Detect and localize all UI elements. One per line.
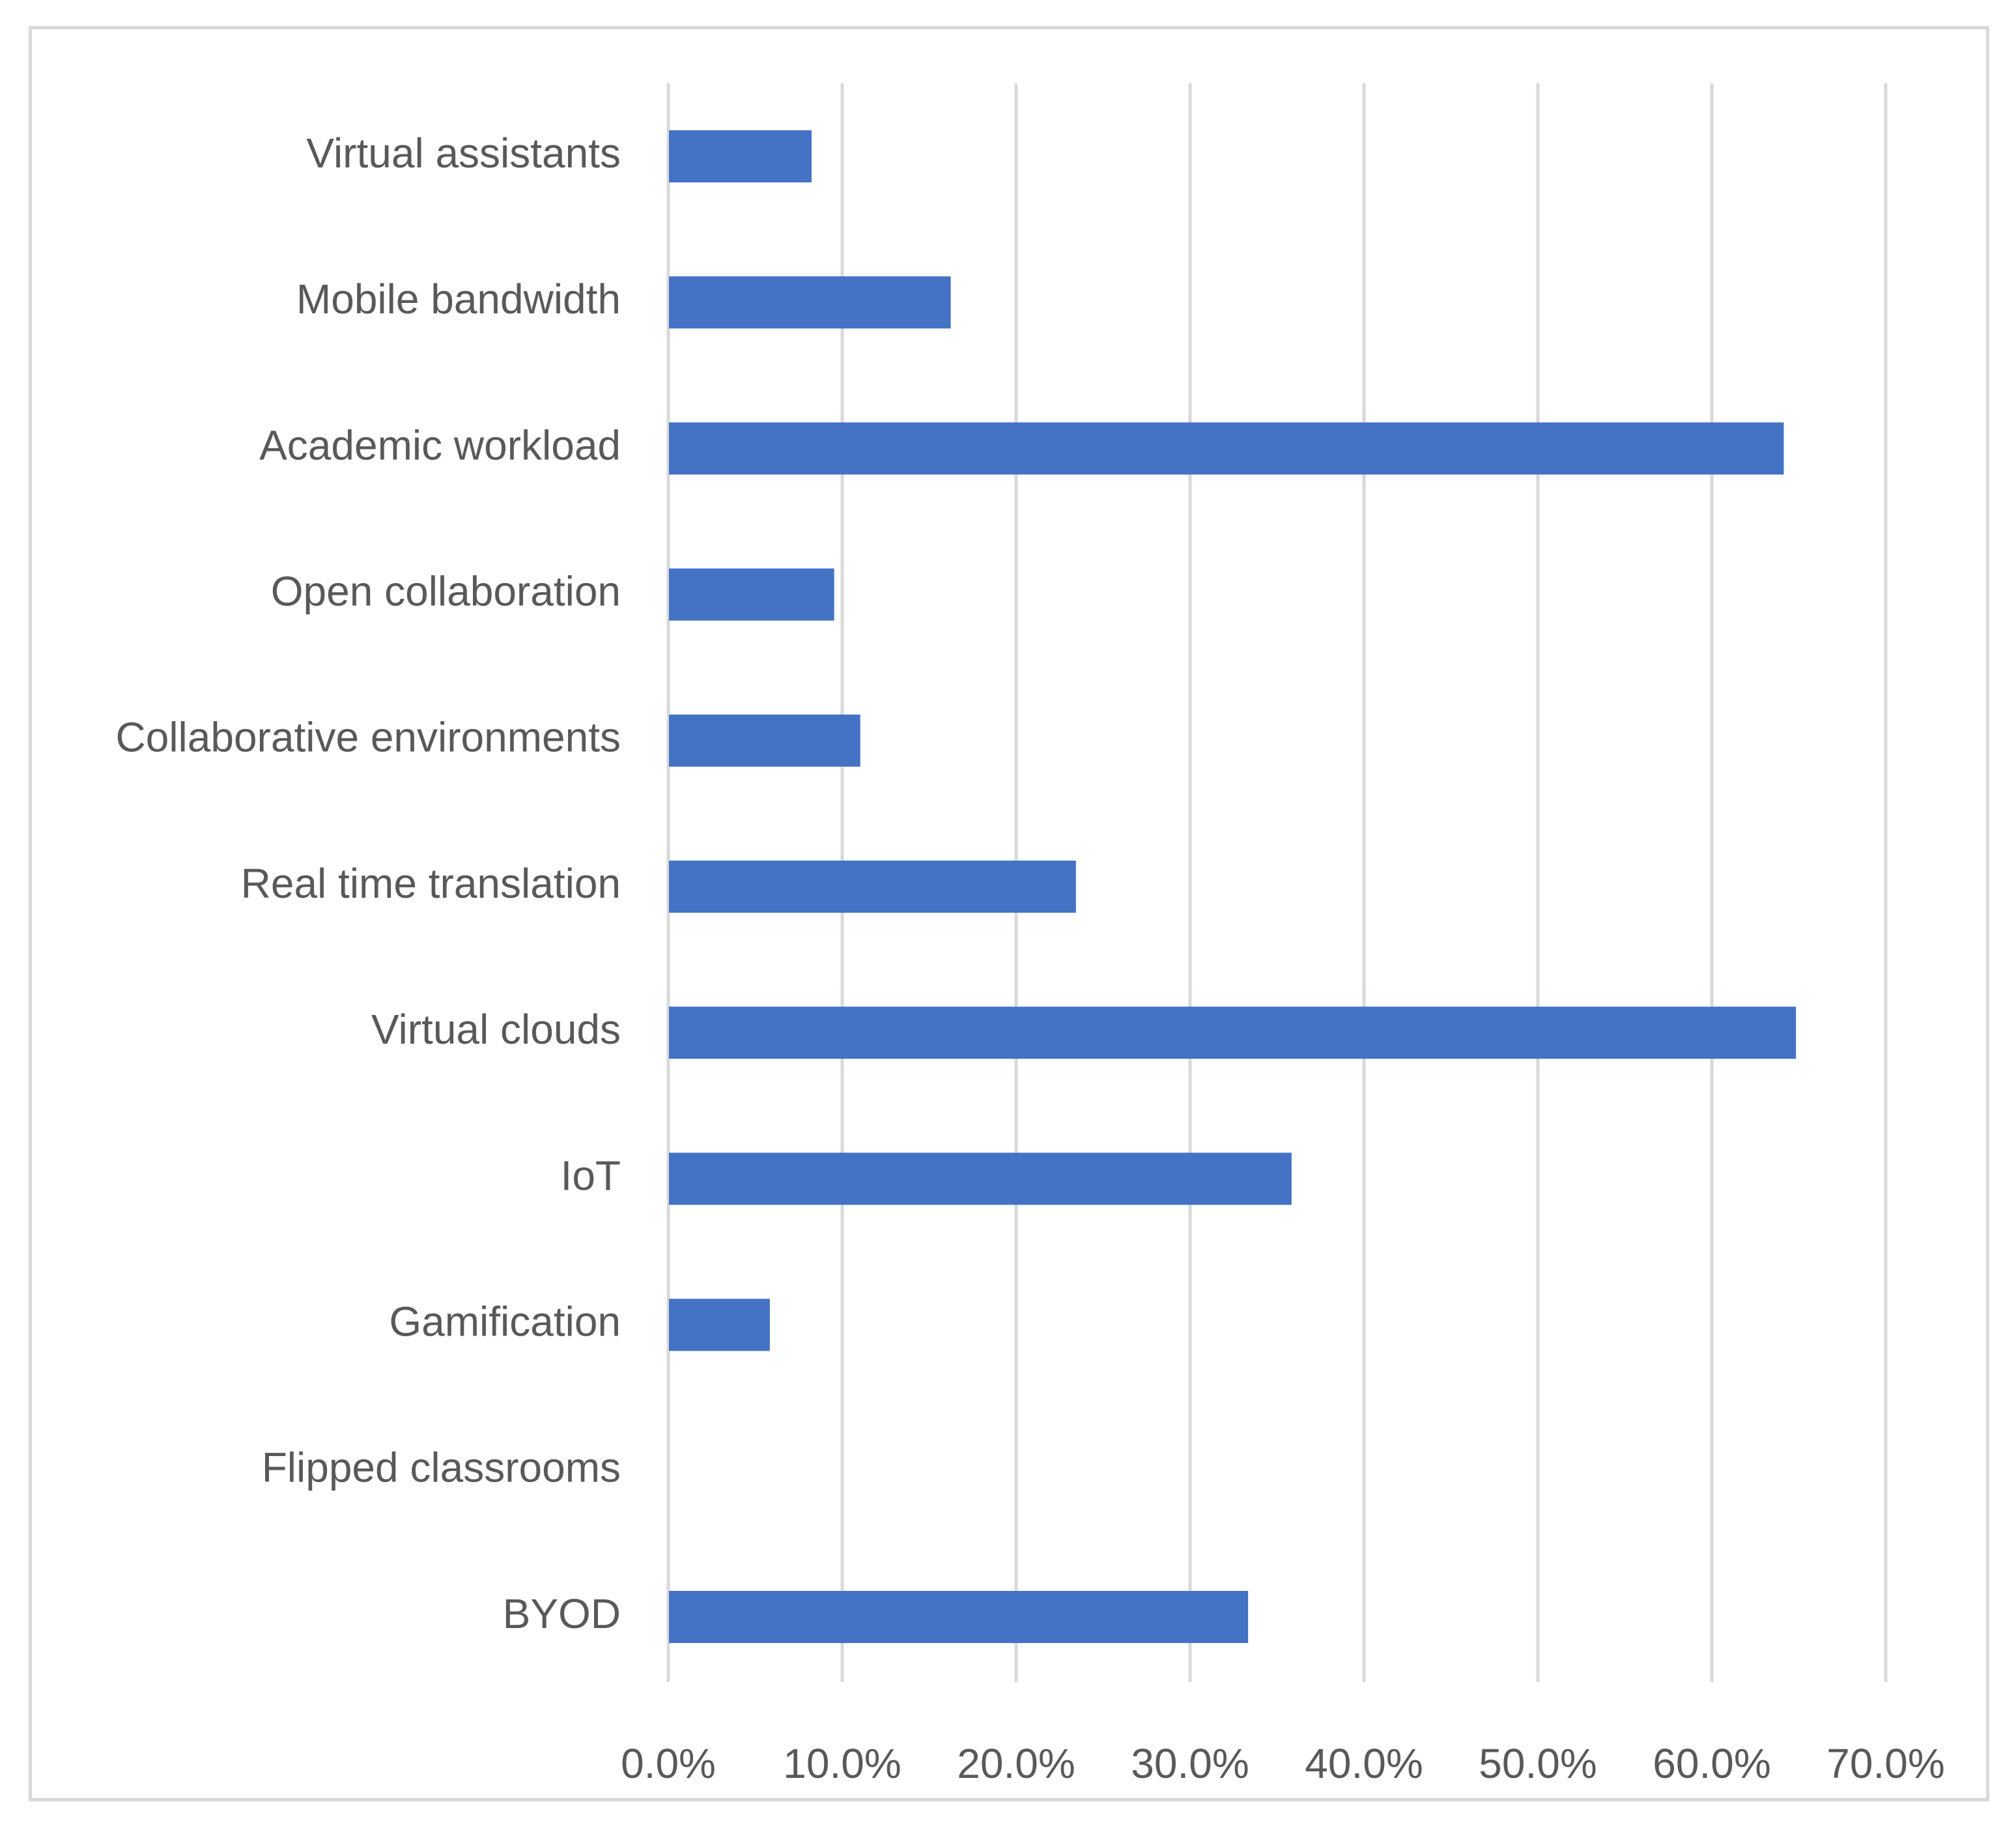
bar-8 — [669, 1298, 770, 1351]
x-tick-label: 30.0% — [1131, 1740, 1249, 1787]
category-label: BYOD — [503, 1590, 621, 1637]
bar-5 — [669, 861, 1076, 913]
x-tick-label: 60.0% — [1653, 1740, 1770, 1787]
bar-2 — [669, 422, 1784, 475]
x-tick-label: 70.0% — [1826, 1740, 1944, 1787]
x-tick-label: 0.0% — [621, 1740, 716, 1787]
x-tick-label: 10.0% — [783, 1740, 901, 1787]
category-label: Open collaboration — [271, 568, 621, 615]
category-label: Gamification — [389, 1298, 621, 1345]
bar-7 — [669, 1152, 1292, 1205]
bar-1 — [669, 276, 951, 329]
category-label: Flipped classrooms — [262, 1444, 621, 1491]
category-label: Academic workload — [259, 422, 621, 468]
x-axis-tick-labels: 0.0% 10.0% 20.0% 30.0% 40.0% 50.0% 60.0% 70.0% — [621, 1740, 1945, 1787]
category-label: Collaborative environments — [116, 714, 621, 761]
bar-10 — [669, 1591, 1249, 1643]
x-tick-label: 50.0% — [1479, 1740, 1597, 1787]
category-labels: Virtual assistants Mobile bandwidth Academ… — [116, 130, 621, 1637]
bar-4 — [669, 714, 860, 767]
category-label: Real time translation — [241, 860, 621, 907]
bar-6 — [669, 1007, 1796, 1059]
x-tick-label: 20.0% — [957, 1740, 1075, 1787]
bar-0 — [669, 130, 812, 182]
chart-frame — [29, 26, 1989, 1801]
category-label: IoT — [561, 1152, 621, 1199]
category-label: Virtual clouds — [371, 1006, 621, 1053]
category-label: Mobile bandwidth — [296, 276, 621, 322]
category-label: Virtual assistants — [306, 130, 621, 177]
bar-3 — [669, 568, 834, 621]
bars — [669, 130, 1796, 1643]
gridlines — [666, 83, 1888, 1682]
x-tick-label: 40.0% — [1305, 1740, 1423, 1787]
